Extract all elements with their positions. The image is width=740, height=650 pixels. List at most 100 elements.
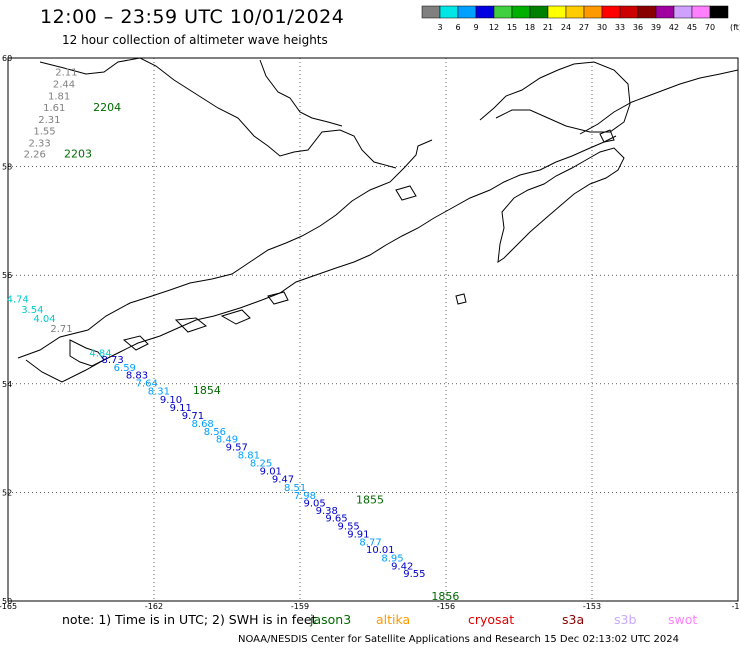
legend-s3b: s3b <box>614 612 637 627</box>
wave-height-value: 3.54 <box>21 305 43 316</box>
wave-height-value: 2.44 <box>53 79 75 90</box>
peninsula-south-coast <box>25 135 617 383</box>
lat-label: 56 <box>2 271 12 280</box>
track-points: 2.112.441.811.612.311.552.332.26 4.743.54… <box>7 67 426 580</box>
axis-labels: -165 -162 -159 -156 -153 -15 60 58 56 54 52 50 <box>0 54 740 611</box>
colorbar-label: 33 <box>615 23 625 32</box>
coastline <box>17 57 739 383</box>
wave-height-value: 6.59 <box>114 363 136 374</box>
credit-line: NOAA/NESDIS Center for Satellite Applica… <box>238 634 680 645</box>
wave-height-value: 1.81 <box>48 91 70 102</box>
wave-height-value: 9.91 <box>347 529 369 540</box>
lon-label: -159 <box>291 602 309 611</box>
alaska-peninsula-coast <box>17 139 433 359</box>
wave-height-value: 8.68 <box>192 419 214 430</box>
colorbar-label: 6 <box>455 23 460 32</box>
pass-time-label: 1854 <box>193 384 221 397</box>
pass-time-label: 2204 <box>93 101 121 114</box>
wave-height-value: 4.74 <box>7 294 29 305</box>
wave-height-value: 4.84 <box>89 349 111 360</box>
wave-height-value: 9.11 <box>170 403 192 414</box>
island-chain-2 <box>174 317 208 333</box>
colorbar-label: 12 <box>489 23 499 32</box>
wave-height-value: 10.01 <box>366 545 395 556</box>
colorbar-swatch <box>709 5 729 19</box>
lat-label: 60 <box>2 54 12 63</box>
colorbar-label: 21 <box>543 23 553 32</box>
wave-height-value: 9.57 <box>226 443 248 454</box>
colorbar-label: 3 <box>437 23 442 32</box>
lon-label: -162 <box>145 602 163 611</box>
legend-cryosat: cryosat <box>468 612 515 627</box>
lat-label: 54 <box>2 380 12 389</box>
colorbar-label: 30 <box>597 23 607 32</box>
colorbar-label: 42 <box>669 23 679 32</box>
wave-height-value: 9.47 <box>272 475 294 486</box>
wave-height-value: 9.38 <box>316 506 338 517</box>
legend-altika: altika <box>376 612 411 627</box>
wave-height-value: 8.95 <box>381 553 403 564</box>
wave-height-value: 8.77 <box>359 538 381 549</box>
pass-time-labels: 2204 2203 1854 1855 1856 <box>64 101 459 603</box>
map-title: 12:00 – 23:59 UTC 10/01/2024 <box>40 6 345 28</box>
lon-label: -15 <box>731 602 740 611</box>
wave-height-value: 9.05 <box>303 499 325 510</box>
wave-height-value: 8.31 <box>148 387 170 398</box>
unimak-island <box>69 339 105 367</box>
island-chain-3 <box>220 309 251 325</box>
colorbar-label: 27 <box>579 23 589 32</box>
kodiak-island <box>497 147 625 264</box>
colorbar-label: 45 <box>687 23 697 32</box>
wave-height-value: 2.26 <box>24 149 46 160</box>
colorbar-label: 15 <box>507 23 517 32</box>
lon-label: -153 <box>583 602 601 611</box>
colorbar-label: 18 <box>525 23 535 32</box>
lon-label: -156 <box>437 602 455 611</box>
wave-height-value: 8.56 <box>204 427 226 438</box>
lon-label: -165 <box>0 602 17 611</box>
lat-label: 50 <box>2 597 12 606</box>
colorbar-label: 9 <box>473 23 478 32</box>
map-grid <box>7 57 739 602</box>
colorbar-label: 24 <box>561 23 571 32</box>
wave-height-value: 1.55 <box>33 127 55 138</box>
colorbar-label: 36 <box>633 23 643 32</box>
mainland-north-coast <box>259 59 343 127</box>
wave-height-value: 8.25 <box>250 458 272 469</box>
wave-height-value: 8.83 <box>126 370 148 381</box>
wave-height-value: 8.49 <box>216 434 238 445</box>
island-chain-1 <box>122 335 149 351</box>
map-subtitle: 12 hour collection of altimeter wave hei… <box>62 33 328 47</box>
lat-label: 52 <box>2 488 12 497</box>
pass-time-label: 1855 <box>356 493 384 506</box>
lat-label: 58 <box>2 163 12 172</box>
wave-height-value: 2.71 <box>50 324 72 335</box>
wave-height-value: 8.73 <box>102 355 124 366</box>
wave-height-value: 9.71 <box>182 411 204 422</box>
colorbar-label: 39 <box>651 23 661 32</box>
pass-time-label: 1856 <box>431 590 459 603</box>
colorbar-label: 70 <box>705 23 715 32</box>
legend-jason3: jason3 <box>310 612 352 627</box>
wave-height-value: 8.81 <box>238 451 260 462</box>
wave-height-value: 2.11 <box>55 67 77 78</box>
island-chain-6 <box>455 293 467 305</box>
legend-s3a: s3a <box>562 612 585 627</box>
cook-inlet-coast <box>479 61 631 133</box>
wave-height-value: 2.31 <box>38 115 60 126</box>
legend-swot: swot <box>668 612 698 627</box>
pass-time-label: 2203 <box>64 147 92 160</box>
wave-height-value: 9.42 <box>391 562 413 573</box>
wave-height-value: 9.55 <box>403 569 425 580</box>
wave-height-value: 9.01 <box>260 466 282 477</box>
footnote: note: 1) Time is in UTC; 2) SWH is in fe… <box>62 612 317 627</box>
wave-height-value: 9.55 <box>338 521 360 532</box>
wave-height-value: 9.10 <box>160 395 182 406</box>
colorbar-unit: (ft) <box>730 23 740 32</box>
wave-height-value: 9.65 <box>325 514 347 525</box>
island-chain-4 <box>267 291 289 305</box>
wave-height-value: 8.51 <box>284 483 306 494</box>
wave-height-value: 4.04 <box>33 314 55 325</box>
